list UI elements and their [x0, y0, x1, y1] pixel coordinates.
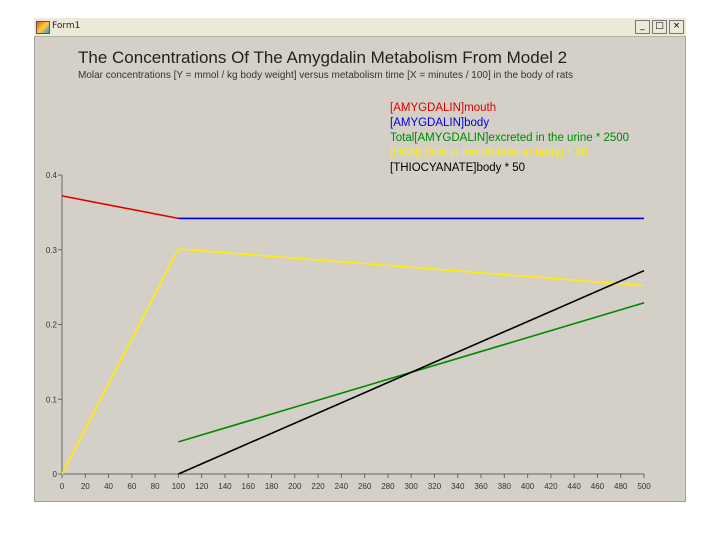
x-tick-label: 360 — [474, 482, 488, 491]
series-thiocyanate-line — [178, 269, 645, 475]
x-tick-label: 500 — [637, 482, 651, 491]
x-tick-label: 400 — [521, 482, 535, 491]
x-tick-label: 160 — [242, 482, 256, 491]
series-amygdalin-mouth-line — [61, 195, 179, 220]
y-tick-label: 0.2 — [46, 321, 58, 330]
x-tick-label: 320 — [428, 482, 442, 491]
close-button[interactable]: × — [669, 20, 684, 34]
x-tick-label: 240 — [335, 482, 349, 491]
minimize-button[interactable]: _ — [635, 20, 650, 34]
x-tick-label: 100 — [172, 482, 186, 491]
x-tick-label: 20 — [81, 482, 90, 491]
y-tick-label: 0.3 — [46, 246, 58, 255]
x-tick-label: 460 — [591, 482, 605, 491]
legend-entry-amygdalin-mouth: [AMYGDALIN]mouth — [390, 102, 497, 114]
title-bar: Form1 _ □ × — [34, 18, 686, 37]
legend-entry-amygdalin-urine: Total[AMYGDALIN]excreted in the urine * … — [390, 132, 630, 144]
maximize-button[interactable]: □ — [652, 20, 667, 34]
window-title: Form1 — [52, 21, 81, 31]
x-tick-label: 40 — [104, 482, 113, 491]
x-tick-label: 120 — [195, 482, 209, 491]
x-tick-label: 300 — [405, 482, 419, 491]
x-tick-label: 340 — [451, 482, 465, 491]
x-tick-label: 0 — [60, 482, 65, 491]
chart-title: The Concentrations Of The Amygdalin Meta… — [78, 48, 568, 67]
legend-entry-hcn: [HCN] (first in mouth later in body) * 1… — [390, 147, 588, 159]
y-tick-label: 0 — [53, 470, 58, 479]
x-tick-label: 200 — [288, 482, 302, 491]
x-tick-label: 140 — [218, 482, 232, 491]
chart-legend: [AMYGDALIN]mouth [AMYGDALIN]body Total[A… — [390, 101, 629, 176]
x-tick-label: 480 — [614, 482, 628, 491]
x-tick-label: 60 — [127, 482, 136, 491]
chart-plot-area: 0 20 40 60 80 100 120 140 160 180 200 220 240 260 280 3… — [46, 171, 651, 491]
x-tick-label: 420 — [544, 482, 558, 491]
y-tick-label: 0.1 — [46, 395, 58, 404]
app-icon — [36, 21, 50, 34]
app-window: Form1 _ □ × The Concentrations Of The Am… — [34, 18, 686, 502]
chart-subtitle: Molar concentrations [Y = mmol / kg body… — [78, 70, 574, 81]
legend-entry-thiocyanate: [THIOCYANATE]body * 50 — [390, 162, 526, 174]
x-tick-label: 260 — [358, 482, 372, 491]
y-tick-label: 0.4 — [46, 171, 58, 180]
x-tick-label: 440 — [567, 482, 581, 491]
legend-entry-amygdalin-body: [AMYGDALIN]body — [390, 117, 490, 129]
x-tick-label: 280 — [381, 482, 395, 491]
x-tick-label: 220 — [311, 482, 325, 491]
x-tick-label: 180 — [265, 482, 279, 491]
x-tick-label: 80 — [151, 482, 160, 491]
series-hcn-line — [61, 248, 645, 475]
x-tick-label: 380 — [498, 482, 512, 491]
